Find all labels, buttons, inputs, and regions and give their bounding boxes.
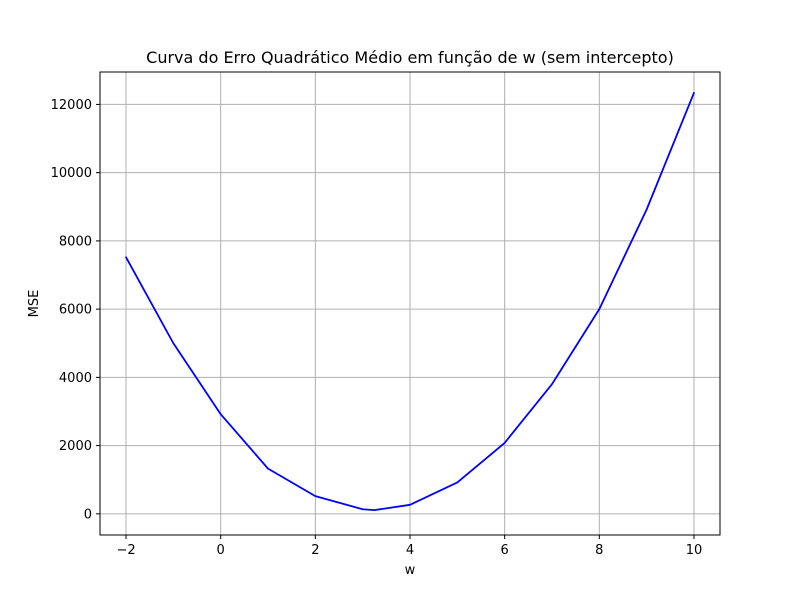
plot-frame <box>99 71 721 536</box>
x-tick-label: 8 <box>595 543 603 558</box>
y-tick-label: 6000 <box>59 303 92 318</box>
x-tick-label: −2 <box>116 543 135 558</box>
axis-ticks: −2 0 2 4 6 8 10 0 2000 4000 6000 8000 10000 12000 <box>51 98 703 558</box>
x-tick-label: 10 <box>686 543 703 558</box>
y-tick-label: 10000 <box>51 166 92 181</box>
chart-title: Curva do Erro Quadrático Médio em função… <box>146 48 674 67</box>
mse-series-line <box>125 91 695 511</box>
x-tick-label: 2 <box>311 543 319 558</box>
x-tick-label: 6 <box>501 543 509 558</box>
x-tick-label: 4 <box>406 543 414 558</box>
x-tick-label: 0 <box>217 543 225 558</box>
y-tick-label: 0 <box>84 507 92 522</box>
y-tick-label: 4000 <box>59 371 92 386</box>
y-tick-label: 2000 <box>59 439 92 454</box>
grid-lines <box>100 72 720 535</box>
y-tick-label: 12000 <box>51 98 92 113</box>
y-tick-label: 8000 <box>59 234 92 249</box>
x-axis-label: w <box>405 563 416 578</box>
series-layer <box>125 91 695 511</box>
y-axis-label: MSE <box>27 290 42 318</box>
